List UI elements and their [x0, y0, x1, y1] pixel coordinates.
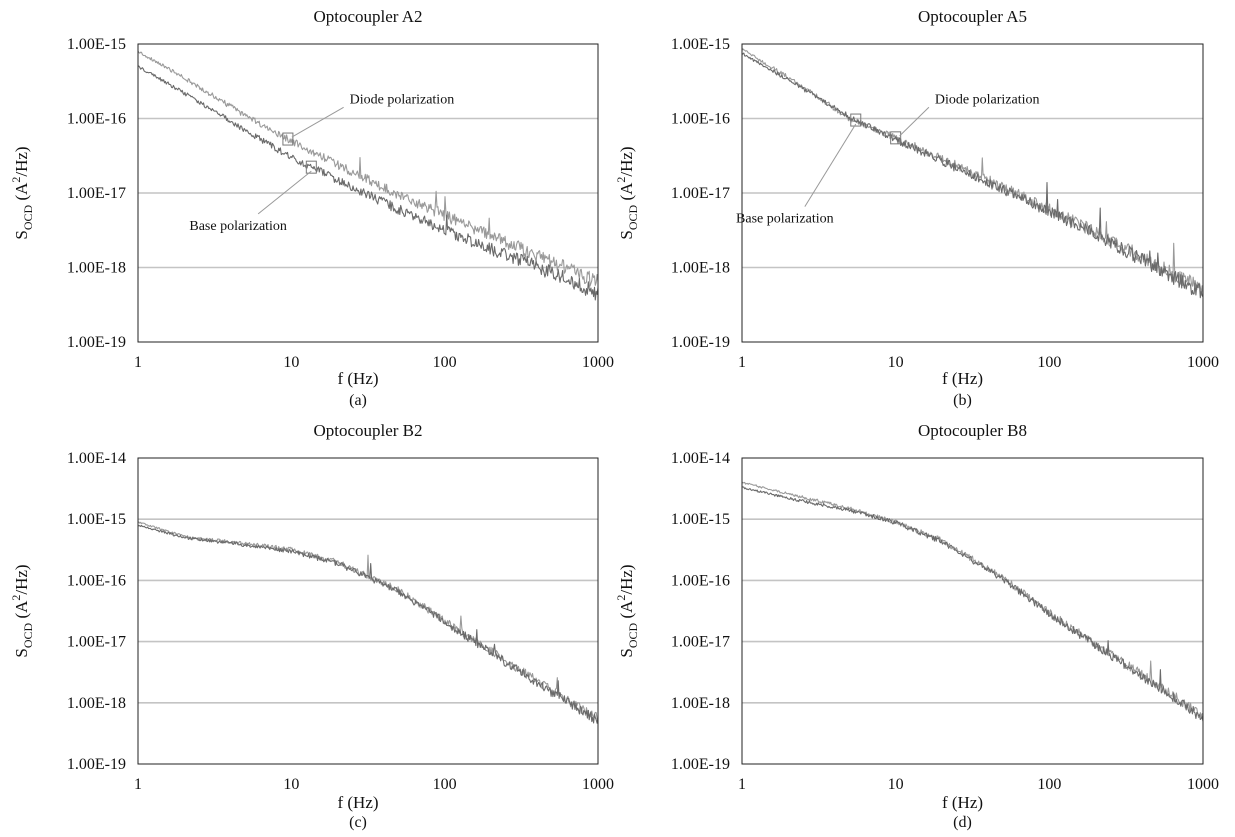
x-tick-label: 10 — [283, 776, 299, 793]
y-tick-label: 1.00E-16 — [67, 111, 126, 128]
y-tick-label: 1.00E-17 — [671, 185, 730, 202]
x-tick-label: 1000 — [1187, 354, 1219, 371]
annotation-leader-line — [899, 106, 930, 137]
y-tick-label: 1.00E-16 — [671, 111, 730, 128]
series-line-diode-polarization — [137, 521, 599, 720]
panel-label: (d) — [953, 814, 972, 831]
y-tick-label: 1.00E-14 — [67, 450, 126, 467]
x-tick-label: 100 — [433, 354, 457, 371]
annotation-label: Diode polarization — [350, 92, 455, 107]
x-tick-label: 1000 — [582, 354, 614, 371]
plot-frame — [741, 43, 1204, 343]
y-tick-label: 1.00E-18 — [671, 260, 730, 277]
y-tick-label: 1.00E-19 — [67, 334, 126, 351]
annotation-marker — [890, 131, 902, 145]
y-axis-label: SOCD (A2/Hz) — [614, 564, 640, 657]
y-tick-label: 1.00E-16 — [67, 572, 126, 589]
y-tick-label: 1.00E-19 — [67, 756, 126, 773]
y-tick-label: 1.00E-18 — [67, 260, 126, 277]
plot-frame — [137, 43, 599, 343]
y-tick-label: 1.00E-15 — [67, 511, 126, 528]
y-tick-label: 1.00E-15 — [671, 511, 730, 528]
y-axis-label: SOCD (A2/Hz) — [9, 146, 35, 239]
y-tick-label: 1.00E-18 — [67, 695, 126, 712]
x-tick-label: 1000 — [582, 776, 614, 793]
chart-title: Optocoupler B8 — [918, 421, 1027, 440]
chart-panel-4: Optocoupler B8 1.00E-19 1.00E-18 1.00E-17 1.… — [614, 421, 1219, 831]
series-line-diode-polarization — [741, 481, 1204, 721]
x-tick-label: 1 — [738, 354, 746, 371]
annotation-label: Base polarization — [189, 219, 287, 234]
series-line-base-polarization — [138, 65, 599, 301]
y-tick-label: 1.00E-17 — [67, 185, 126, 202]
x-tick-label: 10 — [283, 354, 299, 371]
y-tick-label: 1.00E-18 — [671, 695, 730, 712]
annotation-label: Base polarization — [736, 212, 834, 227]
x-axis-label: f (Hz) — [337, 793, 378, 812]
y-axis-label: SOCD (A2/Hz) — [614, 146, 640, 239]
x-tick-label: 10 — [888, 354, 904, 371]
annotation-marker — [282, 132, 294, 146]
series-line-base-polarization — [741, 486, 1204, 722]
annotation-leader-line — [257, 170, 312, 215]
x-tick-label: 1 — [738, 776, 746, 793]
chart-title: Optocoupler A2 — [313, 7, 422, 26]
x-tick-label: 10 — [888, 776, 904, 793]
series-line-base-polarization — [741, 52, 1204, 299]
panel-label: (b) — [953, 392, 972, 409]
y-tick-label: 1.00E-19 — [671, 334, 730, 351]
annotation-leader-line — [291, 106, 344, 138]
x-axis-label: f (Hz) — [942, 793, 983, 812]
y-axis-label: SOCD (A2/Hz) — [9, 564, 35, 657]
y-tick-label: 1.00E-15 — [671, 36, 730, 53]
chart-title: Optocoupler B2 — [313, 421, 422, 440]
x-tick-label: 1 — [134, 354, 142, 371]
x-tick-label: 100 — [433, 776, 457, 793]
annotation-marker — [850, 113, 862, 127]
annotation-leader-line — [804, 123, 857, 207]
x-tick-label: 100 — [1037, 776, 1061, 793]
chart-panel-3: Optocoupler B2 1.00E-19 1.00E-18 1.00E-17 1.… — [9, 421, 614, 831]
panel-label: (a) — [349, 392, 367, 409]
plot-frame — [137, 457, 599, 765]
plot-frame — [741, 457, 1204, 765]
annotation-marker — [305, 160, 317, 174]
y-tick-label: 1.00E-17 — [671, 634, 730, 651]
x-axis-label: f (Hz) — [942, 369, 983, 388]
x-tick-label: 1 — [134, 776, 142, 793]
series-line-diode-polarization — [137, 50, 599, 287]
annotation-label: Diode polarization — [935, 92, 1040, 107]
panel-label: (c) — [349, 814, 367, 831]
y-tick-label: 1.00E-15 — [67, 36, 126, 53]
y-tick-label: 1.00E-14 — [671, 450, 730, 467]
x-tick-label: 1000 — [1187, 776, 1219, 793]
y-tick-label: 1.00E-17 — [67, 634, 126, 651]
x-tick-label: 100 — [1037, 354, 1061, 371]
series-line-base-polarization — [137, 524, 599, 724]
chart-panel-2: Optocoupler A5 1.00E-19 1.00E-18 1.00E-17 1.… — [614, 7, 1219, 409]
y-tick-label: 1.00E-16 — [671, 572, 730, 589]
x-axis-label: f (Hz) — [337, 369, 378, 388]
chart-title: Optocoupler A5 — [918, 7, 1027, 26]
chart-panel-1: Optocoupler A2 1.00E-19 1.00E-18 1.00E-17 1.… — [9, 7, 614, 409]
y-tick-label: 1.00E-19 — [671, 756, 730, 773]
